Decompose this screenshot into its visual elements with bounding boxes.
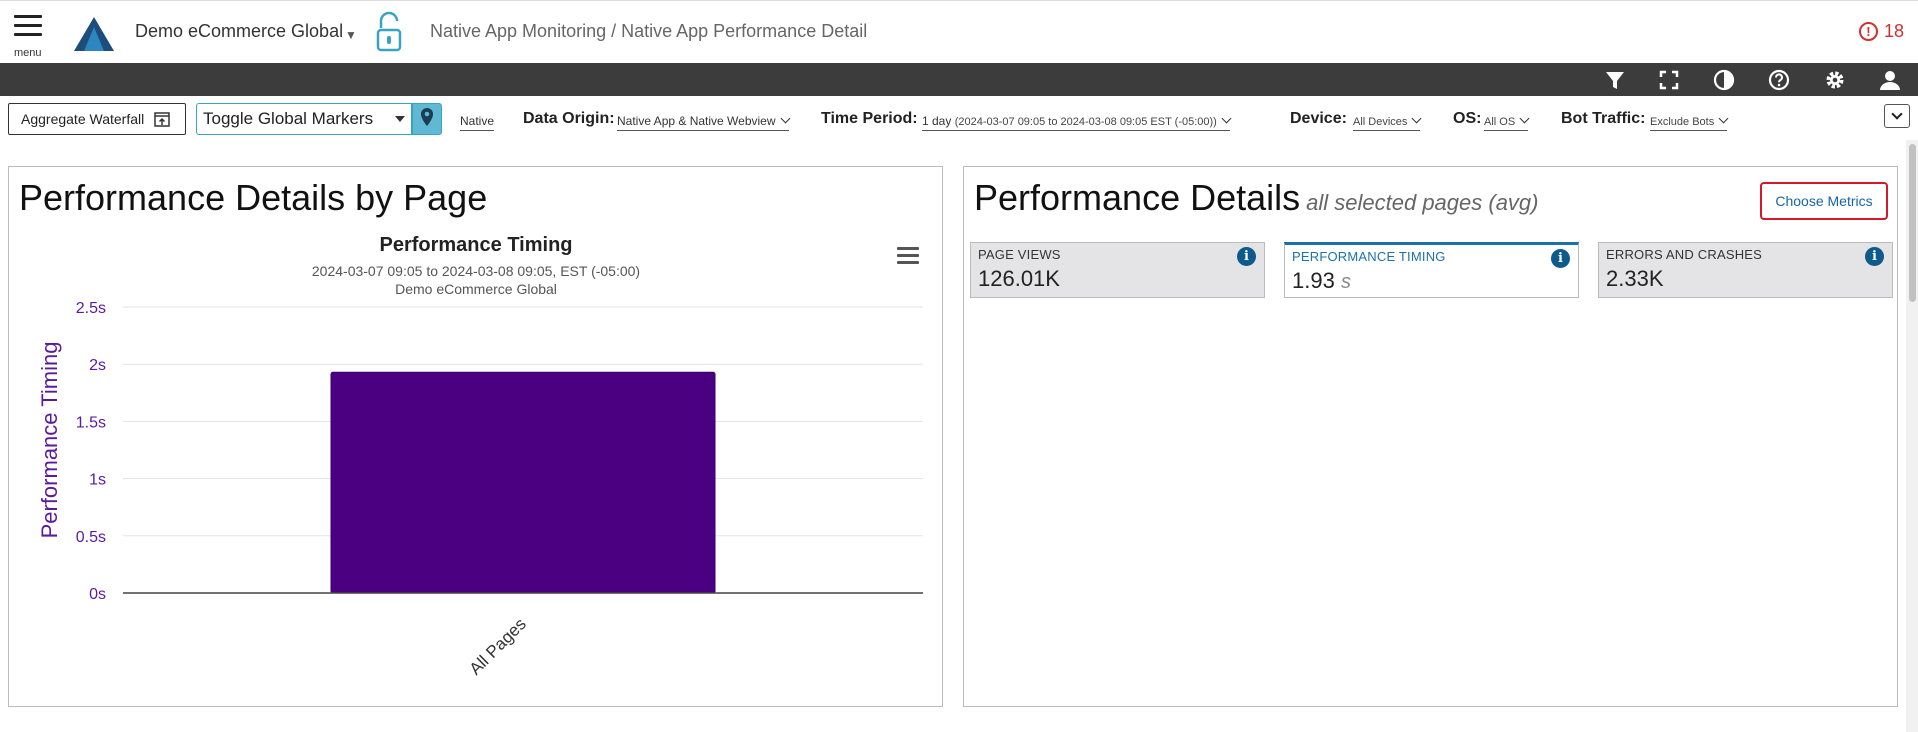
- panel-title: Performance Details by Page: [19, 177, 488, 218]
- app-selector[interactable]: Demo eCommerce Global: [135, 21, 344, 41]
- metric-card-errors-crashes[interactable]: ERRORS AND CRASHES 2.33K i: [1598, 242, 1893, 298]
- data-origin-label: Data Origin:: [523, 110, 615, 127]
- y-axis-label: Performance Timing: [37, 342, 62, 539]
- page-scrollbar[interactable]: [1906, 140, 1918, 732]
- caret-down-icon: [395, 116, 405, 122]
- chevron-down-icon: [1411, 113, 1422, 124]
- help-icon[interactable]: [1766, 67, 1792, 93]
- y-tick-label: 2s: [89, 357, 106, 374]
- info-icon[interactable]: i: [1551, 249, 1570, 268]
- chevron-down-icon: [1891, 108, 1903, 120]
- metric-value: 126.01K: [978, 266, 1060, 291]
- y-tick-label: 0s: [89, 586, 106, 603]
- menu-label: menu: [14, 47, 42, 59]
- y-tick-label: 0.5s: [76, 529, 106, 546]
- x-tick-label: All Pages: [466, 614, 530, 678]
- performance-timing-chart: Performance Timing 2024-03-07 09:05 to 2…: [37, 234, 923, 679]
- bot-traffic-label: Bot Traffic:: [1561, 110, 1646, 127]
- choose-metrics-button[interactable]: Choose Metrics: [1760, 182, 1888, 220]
- info-icon[interactable]: i: [1237, 247, 1256, 266]
- y-tick-label: 1s: [89, 472, 106, 489]
- toggle-global-markers-select[interactable]: Toggle Global Markers: [196, 103, 412, 135]
- data-origin-dropdown[interactable]: Native App & Native Webview: [617, 113, 790, 131]
- metric-value: 1.93: [1292, 268, 1335, 293]
- time-period-range: (2024-03-07 09:05 to 2024-03-08 09:05 ES…: [954, 116, 1217, 128]
- hamburger-icon-bar: [14, 24, 42, 27]
- metric-label: ERRORS AND CRASHES: [1606, 247, 1763, 262]
- breadcrumb: Native App Monitoring / Native App Perfo…: [430, 21, 868, 41]
- fullscreen-icon[interactable]: [1656, 67, 1682, 93]
- bar-all-pages[interactable]: [330, 371, 716, 594]
- panel-title-wrapper: Performance Details all selected pages (a…: [974, 177, 1539, 219]
- os-value: All OS: [1484, 116, 1516, 128]
- chart-menu-button[interactable]: [897, 247, 919, 267]
- marker-pin-button[interactable]: [412, 103, 442, 135]
- settings-icon[interactable]: [1822, 67, 1848, 93]
- metric-unit: s: [1340, 271, 1351, 293]
- hamburger-icon-bar: [897, 261, 919, 264]
- map-pin-icon: [421, 108, 433, 126]
- hamburger-icon: [14, 15, 42, 18]
- y-tick-label: 1.5s: [76, 414, 106, 431]
- hamburger-icon-bar: [897, 254, 919, 257]
- bot-traffic-dropdown[interactable]: Exclude Bots: [1650, 113, 1729, 131]
- bot-traffic-value: Exclude Bots: [1650, 116, 1715, 128]
- menu-button[interactable]: menu: [14, 15, 44, 61]
- chart-title: Performance Timing: [379, 234, 572, 256]
- contrast-icon[interactable]: [1711, 67, 1737, 93]
- chart-subtitle-app: Demo eCommerce Global: [395, 281, 557, 297]
- native-filter-label: Native: [460, 114, 495, 128]
- device-dropdown[interactable]: All Devices: [1353, 113, 1422, 131]
- top-header: menu Demo eCommerce Global ▼ Native App …: [0, 0, 1918, 63]
- alert-count: 18: [1883, 21, 1904, 41]
- hamburger-icon: [897, 247, 919, 250]
- user-icon[interactable]: [1877, 67, 1903, 93]
- hamburger-icon-bar: [14, 33, 42, 36]
- collapse-filters-button[interactable]: [1884, 104, 1910, 128]
- chart-subtitle: 2024-03-07 09:05 to 2024-03-08 09:05, ES…: [312, 263, 640, 279]
- device-label: Device:: [1290, 110, 1347, 127]
- open-window-icon: [154, 111, 170, 127]
- panel-title: Performance Details: [974, 177, 1301, 218]
- metric-value-wrapper: 126.01K: [978, 266, 1257, 292]
- metric-value-wrapper: 1.93 s: [1292, 268, 1571, 294]
- filter-bar: Aggregate Waterfall Toggle Global Marker…: [0, 96, 1918, 140]
- time-period-dropdown[interactable]: 1 day (2024-03-07 09:05 to 2024-03-08 09…: [922, 113, 1232, 131]
- filter-icon[interactable]: [1602, 67, 1628, 93]
- performance-by-page-panel: Performance Details by Page Performance …: [8, 166, 943, 707]
- chevron-down-icon: [1519, 113, 1530, 124]
- os-label: OS:: [1453, 110, 1482, 127]
- alert-indicator[interactable]: ! 18: [1858, 21, 1904, 42]
- scrollbar-thumb[interactable]: [1909, 144, 1916, 302]
- metric-label: PERFORMANCE TIMING: [1292, 249, 1446, 264]
- time-period-label: Time Period:: [821, 110, 918, 127]
- chevron-down-icon: [780, 113, 790, 124]
- metric-label: PAGE VIEWS: [978, 247, 1061, 262]
- performance-details-panel: Performance Details all selected pages (a…: [963, 166, 1898, 707]
- unlock-icon[interactable]: [374, 10, 404, 54]
- chevron-down-icon: [1718, 113, 1729, 124]
- time-period-value: 1 day: [922, 114, 952, 128]
- metric-card-page-views[interactable]: PAGE VIEWS 126.01K i: [970, 242, 1265, 298]
- alert-icon: !: [1858, 22, 1878, 41]
- toggle-global-markers-label: Toggle Global Markers: [203, 109, 374, 128]
- metric-card-performance-timing[interactable]: PERFORMANCE TIMING 1.93 s i: [1284, 242, 1579, 298]
- global-toolbar: [0, 63, 1918, 96]
- data-origin-value: Native App & Native Webview: [617, 114, 776, 128]
- device-value: All Devices: [1353, 116, 1408, 128]
- aggregate-waterfall-button[interactable]: Aggregate Waterfall: [8, 103, 186, 135]
- app-caret-icon[interactable]: ▼: [345, 28, 357, 42]
- brand-logo[interactable]: [72, 15, 116, 53]
- panel-subtitle: all selected pages (avg): [1306, 190, 1539, 215]
- metric-value-wrapper: 2.33K: [1606, 266, 1885, 292]
- native-filter[interactable]: Native: [460, 114, 495, 131]
- info-icon[interactable]: i: [1865, 247, 1884, 266]
- os-dropdown[interactable]: All OS: [1484, 113, 1530, 131]
- metric-value: 2.33K: [1606, 266, 1664, 291]
- chevron-down-icon: [1221, 113, 1232, 124]
- aggregate-waterfall-label: Aggregate Waterfall: [21, 111, 145, 127]
- y-tick-label: 2.5s: [76, 300, 106, 317]
